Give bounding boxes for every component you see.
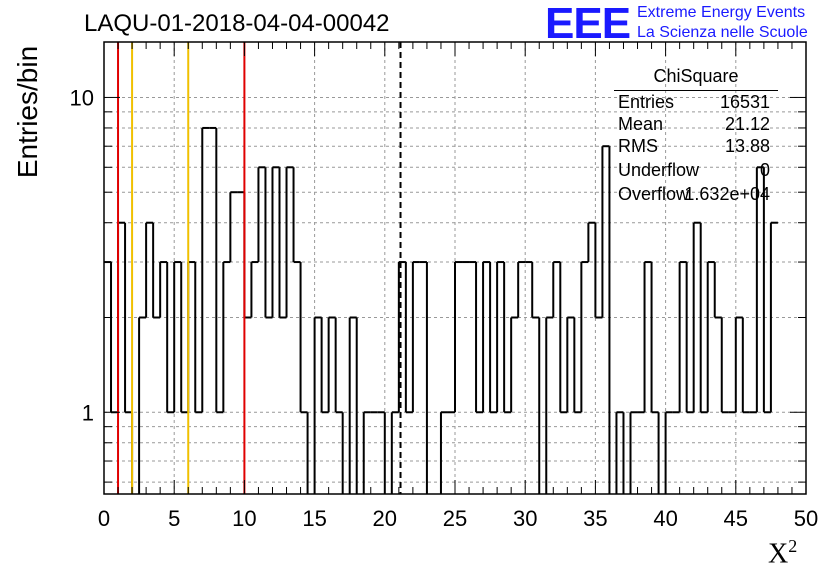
logo-line-1: Extreme Energy Events xyxy=(637,4,806,21)
stats-divider xyxy=(614,90,778,91)
stat-value: 13.88 xyxy=(724,136,770,156)
stat-key: Overflow xyxy=(618,184,690,204)
x-tick-label: 0 xyxy=(98,506,110,531)
x-tick-label: 40 xyxy=(653,506,677,531)
stats-title: ChiSquare xyxy=(653,66,739,86)
ticks xyxy=(103,42,807,494)
y-axis-label: Entries/bin xyxy=(12,45,43,179)
x-tick-label: 35 xyxy=(583,506,607,531)
y-tick-label: 1 xyxy=(82,400,94,425)
x-tick-label: 30 xyxy=(513,506,537,531)
stat-value: 21.12 xyxy=(724,114,770,134)
stat-value: 16531 xyxy=(719,92,770,112)
x-axis-label: X2 xyxy=(768,536,798,570)
stat-key: RMS xyxy=(618,136,658,156)
stat-value: 1.632e+04 xyxy=(684,184,770,204)
stats-box: ChiSquare Entries 16531 Mean 21.12 RMS 1… xyxy=(614,66,804,210)
x-tick-label: 25 xyxy=(443,506,467,531)
y-tick-label: 10 xyxy=(70,85,94,110)
marker-lines xyxy=(117,42,402,494)
plot-title: LAQU-01-2018-04-04-00042 xyxy=(84,10,390,37)
x-tick-label: 15 xyxy=(302,506,326,531)
logo-line-2: La Scienza nelle Scuole xyxy=(637,24,808,41)
x-tick-label: 45 xyxy=(724,506,748,531)
x-tick-label: 5 xyxy=(168,506,180,531)
x-tick-label: 20 xyxy=(373,506,397,531)
stat-key: Underflow xyxy=(618,160,700,180)
x-tick-label: 50 xyxy=(794,506,818,531)
x-tick-label: 10 xyxy=(232,506,256,531)
stat-key: Entries xyxy=(618,92,675,112)
stat-key: Mean xyxy=(618,114,664,134)
stat-value: 0 xyxy=(759,160,770,180)
tick-labels: 0 5 10 15 20 25 30 35 40 45 50 1 10 xyxy=(70,85,819,531)
eee-logo: EEE xyxy=(545,0,631,48)
